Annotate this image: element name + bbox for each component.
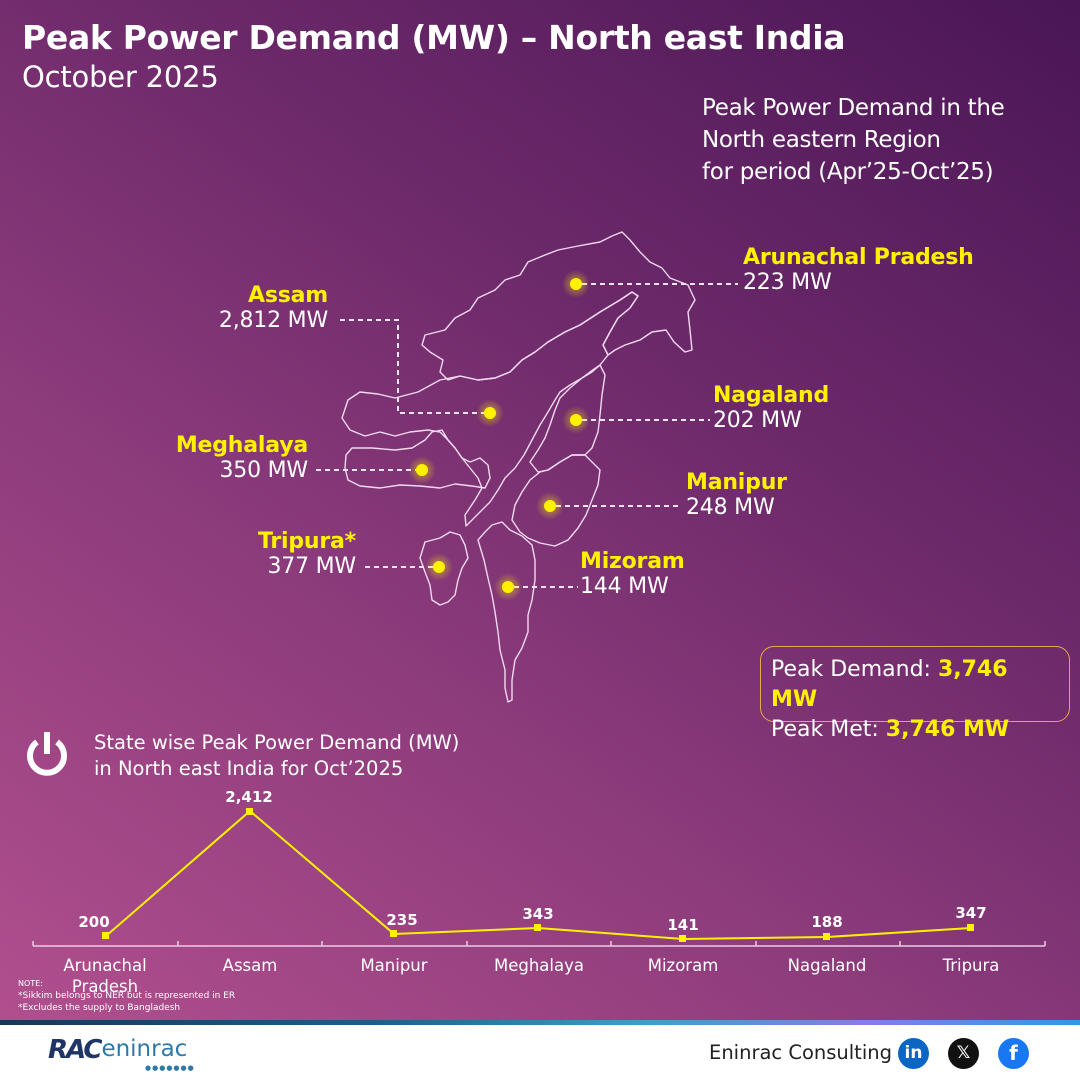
brand-name: Eninrac Consulting	[709, 1041, 892, 1064]
linkedin-icon[interactable]: in	[898, 1038, 929, 1069]
state-value: 223 MW	[743, 270, 832, 295]
map-label-assam: Assam 2,812 MW	[180, 283, 328, 333]
state-name: Arunachal Pradesh	[743, 245, 974, 270]
peak-demand-value: 3,746 MW	[771, 657, 1008, 712]
arunachal-outline	[421, 231, 696, 381]
data-point	[534, 924, 541, 931]
map-label-meghalaya: Meghalaya 350 MW	[150, 433, 308, 483]
note-line: *Excludes the supply to Bangladesh	[18, 1003, 181, 1013]
arunachal-dot	[570, 278, 582, 290]
infographic-canvas: Peak Power Demand (MW) – North east Indi…	[0, 0, 1080, 1022]
state-value: 377 MW	[267, 554, 356, 579]
data-point	[102, 932, 109, 939]
nagaland-dot	[570, 414, 582, 426]
x-tick-label: Nagaland	[787, 956, 867, 975]
data-point	[823, 933, 830, 940]
mizoram-outline	[477, 521, 536, 703]
period-note-line: Peak Power Demand in the	[702, 95, 1005, 121]
map-label-manipur: Manipur 248 MW	[686, 470, 787, 520]
x-tick-label: Mizoram	[647, 956, 719, 975]
period-note: Peak Power Demand in the North eastern R…	[702, 92, 1005, 188]
meghalaya-dot	[416, 464, 428, 476]
logo-rac: RAC	[48, 1035, 102, 1065]
x-tick-line: Pradesh	[71, 977, 139, 996]
northeast-india-map	[316, 231, 738, 703]
x-tick-label: Tripura	[942, 956, 1000, 975]
state-name: Tripura*	[258, 529, 356, 554]
map-label-arunachal: Arunachal Pradesh 223 MW	[743, 245, 974, 295]
data-label: 235	[386, 911, 418, 929]
tripura-outline	[419, 531, 469, 606]
peak-demand-row: Peak Demand: 3,746 MW	[771, 655, 1059, 715]
x-tick-line: Arunachal	[63, 956, 147, 975]
peak-met-row: Peak Met: 3,746 MW	[771, 715, 1059, 745]
state-value: 350 MW	[219, 458, 308, 483]
state-name: Assam	[248, 283, 328, 308]
data-point	[679, 935, 686, 942]
data-point	[967, 924, 974, 931]
logo-dots: ●●●●●●●	[145, 1064, 195, 1072]
map-label-tripura: Tripura* 377 MW	[220, 529, 356, 579]
line-chart	[32, 808, 1046, 947]
facebook-icon[interactable]: f	[998, 1038, 1029, 1069]
peak-demand-label: Peak Demand:	[771, 657, 931, 682]
data-label: 141	[667, 916, 699, 934]
chart-title: State wise Peak Power Demand (MW) in Nor…	[94, 730, 459, 782]
x-tick-label: Arunachal Pradesh	[35, 955, 175, 997]
state-value: 144 MW	[580, 574, 669, 599]
manipur-dot	[544, 500, 556, 512]
x-tick-label: Meghalaya	[493, 956, 584, 975]
summary-box: Peak Demand: 3,746 MW Peak Met: 3,746 MW	[760, 646, 1070, 742]
footer: RAC eninrac ●●●●●●● Eninrac Consulting i…	[0, 1025, 1080, 1080]
mizoram-dot	[502, 581, 514, 593]
state-name: Mizoram	[580, 549, 685, 574]
data-label: 2,412	[225, 788, 273, 806]
power-icon	[27, 732, 67, 776]
period-note-line: for period (Apr’25-Oct’25)	[702, 159, 994, 185]
state-value: 248 MW	[686, 495, 775, 520]
peak-met-value: 3,746 MW	[885, 717, 1010, 742]
data-label: 200	[78, 913, 110, 931]
x-tick-label: Manipur	[360, 956, 428, 975]
page-title: Peak Power Demand (MW) – North east Indi…	[22, 18, 846, 57]
peak-met-label: Peak Met:	[771, 717, 879, 742]
logo-eninrac: eninrac	[101, 1036, 188, 1062]
map-label-mizoram: Mizoram 144 MW	[580, 549, 685, 599]
state-name: Meghalaya	[175, 433, 308, 458]
map-label-nagaland: Nagaland 202 MW	[713, 383, 829, 433]
state-value: 2,812 MW	[218, 308, 328, 333]
manipur-outline	[511, 454, 601, 547]
meghalaya-outline	[344, 429, 491, 489]
x-icon[interactable]: 𝕏	[948, 1038, 979, 1069]
assam-dot	[484, 407, 496, 419]
page-subtitle: October 2025	[22, 60, 219, 94]
note-line: *Sikkim belongs to NER but is represente…	[18, 991, 236, 1001]
data-label: 188	[811, 913, 843, 931]
state-value: 202 MW	[713, 408, 802, 433]
note-heading: NOTE:	[18, 979, 43, 988]
chart-title-line: in North east India for Oct’2025	[94, 757, 404, 780]
data-label: 347	[955, 904, 987, 922]
tripura-dot	[433, 561, 445, 573]
chart-title-line: State wise Peak Power Demand (MW)	[94, 731, 460, 754]
eninrac-logo: RAC eninrac ●●●●●●●	[48, 1035, 194, 1072]
state-name: Manipur	[686, 470, 787, 495]
state-name: Nagaland	[713, 383, 830, 408]
data-label: 343	[522, 905, 554, 923]
leader-assam	[340, 319, 488, 414]
period-note-line: North eastern Region	[702, 127, 941, 153]
data-point	[246, 808, 253, 815]
data-point	[390, 930, 397, 937]
x-tick-label: Assam	[222, 956, 278, 975]
footnotes: NOTE: *Sikkim belongs to NER but is repr…	[18, 978, 235, 1014]
footer-gradient-band	[0, 1020, 1080, 1025]
